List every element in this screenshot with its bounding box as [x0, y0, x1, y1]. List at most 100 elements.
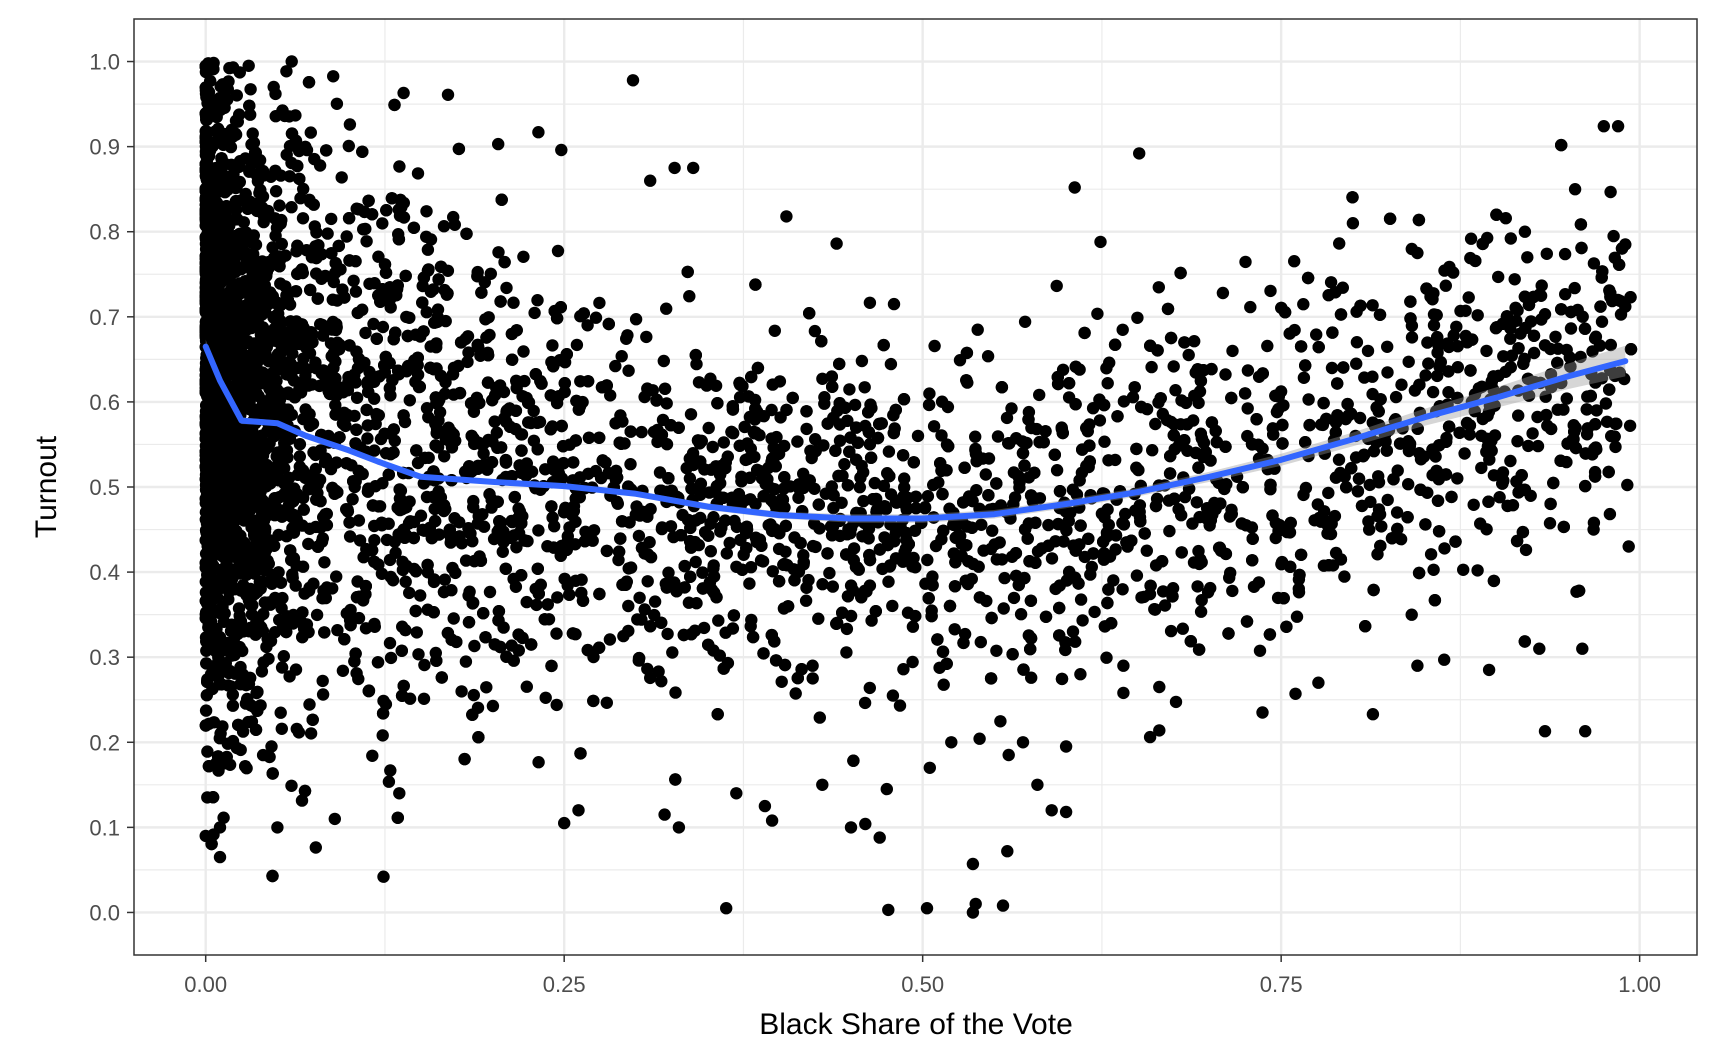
scatter-point: [1333, 237, 1346, 250]
scatter-point: [823, 566, 836, 580]
scatter-point: [291, 159, 304, 173]
scatter-point: [593, 296, 606, 310]
scatter-point: [333, 431, 346, 444]
scatter-point: [1372, 470, 1385, 483]
scatter-point: [324, 337, 338, 350]
scatter-point: [897, 663, 910, 676]
scatter-point: [362, 385, 375, 399]
scatter-point: [559, 501, 572, 515]
scatter-point: [1116, 583, 1129, 596]
scatter-point: [697, 621, 711, 635]
scatter-point: [407, 531, 420, 545]
scatter-point: [840, 548, 853, 561]
scatter-point: [563, 588, 576, 601]
scatter-point: [1439, 468, 1453, 481]
scatter-point: [1363, 523, 1376, 536]
scatter-point: [236, 644, 249, 658]
scatter-point: [1380, 444, 1394, 457]
scatter-point: [974, 635, 987, 649]
scatter-point: [486, 699, 500, 713]
scatter-point: [277, 650, 290, 663]
scatter-point: [353, 534, 367, 547]
scatter-point: [251, 685, 264, 699]
scatter-point: [788, 574, 801, 587]
scatter-point: [1609, 417, 1622, 430]
scatter-point: [1540, 247, 1554, 260]
scatter-point: [417, 325, 430, 338]
scatter-point: [539, 463, 552, 476]
scatter-point: [1394, 533, 1408, 546]
scatter-point: [902, 537, 915, 551]
scatter-point: [738, 420, 751, 434]
scatter-point: [812, 498, 825, 511]
scatter-point: [1148, 603, 1162, 616]
scatter-point: [883, 469, 896, 483]
scatter-point: [352, 590, 366, 603]
scatter-point: [560, 543, 573, 557]
scatter-point: [1226, 584, 1239, 598]
scatter-point: [465, 397, 478, 410]
scatter-point: [283, 170, 296, 183]
scatter-point: [969, 447, 983, 461]
scatter-point: [1404, 295, 1417, 308]
scatter-point: [228, 198, 242, 211]
scatter-point: [733, 376, 746, 390]
scatter-point: [509, 580, 523, 593]
scatter-point: [557, 457, 570, 470]
scatter-point: [1146, 444, 1159, 457]
scatter-point: [840, 622, 854, 636]
scatter-point: [882, 445, 896, 458]
scatter-point: [838, 458, 851, 471]
scatter-point: [1354, 299, 1367, 312]
scatter-point: [754, 554, 768, 567]
scatter-point: [1078, 326, 1091, 340]
scatter-point: [725, 425, 738, 439]
scatter-point: [1275, 301, 1288, 315]
scatter-point: [1012, 578, 1025, 592]
scatter-point: [347, 274, 360, 287]
scatter-point: [655, 616, 668, 629]
scatter-point: [603, 633, 617, 646]
scatter-point: [1497, 350, 1510, 363]
scatter-point: [504, 531, 517, 544]
scatter-point: [937, 524, 950, 537]
scatter-point: [841, 414, 854, 427]
scatter-point: [266, 767, 279, 780]
scatter-point: [877, 479, 891, 493]
scatter-point: [1023, 555, 1036, 568]
scatter-point: [1280, 620, 1293, 633]
scatter-point: [512, 628, 525, 641]
scatter-point: [528, 306, 541, 320]
scatter-point: [393, 160, 406, 173]
scatter-point: [995, 553, 1009, 566]
scatter-point: [294, 329, 308, 342]
scatter-point: [307, 446, 320, 459]
scatter-point: [969, 430, 982, 443]
scatter-point: [262, 298, 275, 311]
scatter-point: [498, 255, 511, 269]
scatter-point: [1439, 279, 1453, 292]
scatter-point: [430, 654, 443, 667]
scatter-point: [1133, 499, 1147, 512]
scatter-point: [982, 489, 995, 502]
scatter-point: [1476, 237, 1489, 251]
scatter-point: [878, 500, 891, 513]
scatter-point: [1558, 247, 1572, 261]
scatter-point: [1431, 331, 1444, 344]
scatter-point: [806, 539, 820, 553]
scatter-point: [707, 559, 720, 572]
scatter-point: [443, 523, 456, 536]
scatter-point: [1560, 392, 1574, 405]
scatter-point: [581, 319, 594, 332]
scatter-point: [325, 247, 338, 260]
scatter-point: [341, 503, 354, 516]
scatter-point: [1624, 343, 1638, 356]
scatter-point: [1164, 624, 1178, 638]
scatter-point: [201, 96, 214, 110]
scatter-point: [681, 265, 694, 279]
scatter-point: [352, 464, 365, 478]
scatter-point: [342, 212, 356, 225]
scatter-point: [960, 539, 973, 552]
scatter-point: [1293, 568, 1306, 582]
scatter-point: [719, 461, 732, 475]
